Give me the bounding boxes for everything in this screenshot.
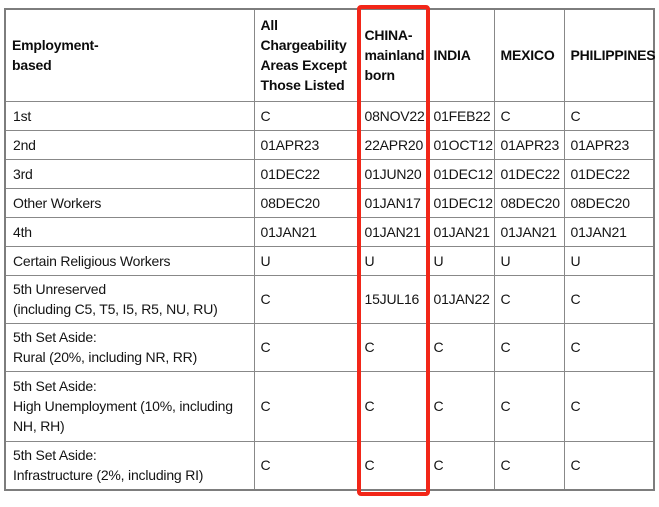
- row-label: 4th: [4, 216, 255, 247]
- value-cell: C: [563, 440, 655, 491]
- value-cell: C: [563, 100, 655, 131]
- value-cell: 01DEC12: [426, 187, 495, 218]
- table-row-1st: 1st C 08NOV22 01FEB22 C C: [4, 100, 655, 131]
- value-cell: 01DEC22: [563, 158, 655, 189]
- value-cell: C: [563, 370, 655, 442]
- col-header-label: All Chargeability Areas Except Those Lis…: [260, 17, 348, 94]
- value-cell: 01DEC22: [253, 158, 359, 189]
- value-cell: C: [426, 440, 495, 491]
- col-header-label: Employment- based: [12, 37, 99, 74]
- value-cell: C: [253, 322, 359, 372]
- value-cell: 01JAN22: [426, 274, 495, 324]
- value-cell: C: [357, 370, 428, 442]
- value-cell: 01DEC22: [493, 158, 565, 189]
- value-cell: C: [253, 100, 359, 131]
- value-cell: 01APR23: [253, 129, 359, 160]
- row-label: Certain Religious Workers: [4, 245, 255, 276]
- row-label: 2nd: [4, 129, 255, 160]
- value-cell: 08DEC20: [563, 187, 655, 218]
- row-label: Other Workers: [4, 187, 255, 218]
- value-cell: U: [426, 245, 495, 276]
- col-header-china-mainland: CHINA- mainland born: [357, 8, 428, 102]
- col-header-all-chargeability: All Chargeability Areas Except Those Lis…: [253, 8, 359, 102]
- value-cell: C: [563, 322, 655, 372]
- row-label: 5th Set Aside: Infrastructure (2%, inclu…: [4, 440, 255, 491]
- value-cell: 08DEC20: [253, 187, 359, 218]
- value-cell: 01JAN21: [426, 216, 495, 247]
- row-label: 1st: [4, 100, 255, 131]
- employment-based-visa-table: Employment- based All Chargeability Area…: [4, 8, 656, 491]
- row-label-text: 1st: [13, 107, 32, 124]
- value-cell: C: [493, 370, 565, 442]
- value-cell: U: [253, 245, 359, 276]
- value-cell: C: [426, 370, 495, 442]
- row-label: 5th Unreserved (including C5, T5, I5, R5…: [4, 274, 255, 324]
- value-cell: C: [426, 322, 495, 372]
- value-cell: 01APR23: [563, 129, 655, 160]
- value-cell: C: [493, 274, 565, 324]
- value-cell: 08NOV22: [357, 100, 428, 131]
- value-cell: C: [357, 322, 428, 372]
- value-cell: 01JUN20: [357, 158, 428, 189]
- value-cell: C: [253, 440, 359, 491]
- value-cell: C: [253, 370, 359, 442]
- header-row: Employment- based All Chargeability Area…: [4, 8, 656, 102]
- table-row-5th-set-aside-high-unemployment: 5th Set Aside: High Unemployment (10%, i…: [4, 370, 655, 442]
- value-cell: C: [493, 440, 565, 491]
- value-cell: U: [563, 245, 655, 276]
- value-cell: 01JAN17: [357, 187, 428, 218]
- row-label: 5th Set Aside: Rural (20%, including NR,…: [4, 322, 255, 372]
- row-label-text: Certain Religious Workers: [13, 252, 171, 269]
- value-cell: 22APR20: [357, 129, 428, 160]
- table-row-other-workers: Other Workers 08DEC20 01JAN17 01DEC12 08…: [4, 187, 655, 218]
- value-cell: 01JAN21: [253, 216, 359, 247]
- value-cell: U: [357, 245, 428, 276]
- row-label-text: 4th: [13, 223, 32, 240]
- table-row-2nd: 2nd 01APR23 22APR20 01OCT12 01APR23 01AP…: [4, 129, 655, 160]
- value-cell: 01JAN21: [563, 216, 655, 247]
- value-cell: C: [357, 440, 428, 491]
- row-label-text: 5th Set Aside: High Unemployment (10%, i…: [13, 378, 233, 434]
- col-header-mexico: MEXICO: [493, 8, 565, 102]
- value-cell: C: [493, 100, 565, 131]
- value-cell: 01DEC12: [426, 158, 495, 189]
- value-cell: 01APR23: [493, 129, 565, 160]
- col-header-label: PHILIPPINES: [570, 47, 656, 64]
- value-cell: 08DEC20: [493, 187, 565, 218]
- col-header-india: INDIA: [426, 8, 495, 102]
- row-label-text: 2nd: [13, 136, 36, 153]
- table-row-certain-religious-workers: Certain Religious Workers U U U U U: [4, 245, 655, 276]
- value-cell: C: [493, 322, 565, 372]
- col-header-label: CHINA- mainland born: [364, 27, 425, 84]
- row-label-text: 3rd: [13, 165, 33, 182]
- value-cell: U: [493, 245, 565, 276]
- col-header-label: MEXICO: [500, 47, 555, 64]
- value-cell: C: [563, 274, 655, 324]
- col-header-philippines: PHILIPPINES: [563, 8, 656, 102]
- value-cell: 15JUL16: [357, 274, 428, 324]
- row-label-text: 5th Set Aside: Infrastructure (2%, inclu…: [13, 447, 204, 484]
- row-label-text: 5th Unreserved (including C5, T5, I5, R5…: [13, 281, 218, 317]
- value-cell: 01JAN21: [493, 216, 565, 247]
- col-header-employment-based: Employment- based: [4, 8, 255, 102]
- value-cell: 01JAN21: [357, 216, 428, 247]
- table-row-5th-set-aside-rural: 5th Set Aside: Rural (20%, including NR,…: [4, 322, 655, 372]
- col-header-label: INDIA: [433, 47, 471, 64]
- value-cell: C: [253, 274, 359, 324]
- row-label: 5th Set Aside: High Unemployment (10%, i…: [4, 370, 255, 442]
- row-label-text: 5th Set Aside: Rural (20%, including NR,…: [13, 329, 198, 365]
- value-cell: 01OCT12: [426, 129, 495, 160]
- row-label-text: Other Workers: [13, 194, 102, 211]
- table-row-5th-set-aside-infrastructure: 5th Set Aside: Infrastructure (2%, inclu…: [4, 440, 655, 491]
- table-row-3rd: 3rd 01DEC22 01JUN20 01DEC12 01DEC22 01DE…: [4, 158, 655, 189]
- table-row-4th: 4th 01JAN21 01JAN21 01JAN21 01JAN21 01JA…: [4, 216, 655, 247]
- table-row-5th-unreserved: 5th Unreserved (including C5, T5, I5, R5…: [4, 274, 655, 324]
- value-cell: 01FEB22: [426, 100, 495, 131]
- row-label: 3rd: [4, 158, 255, 189]
